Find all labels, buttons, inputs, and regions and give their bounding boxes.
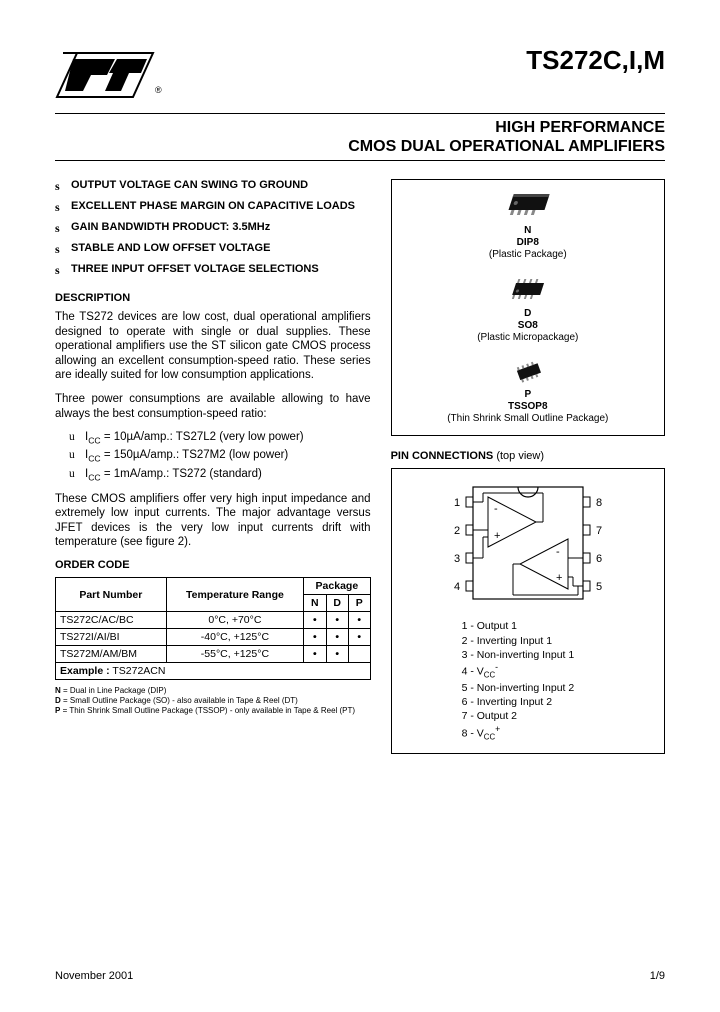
table-example-row: Example : TS272ACN [56,663,371,680]
dip8-icon [398,190,658,223]
divider [55,160,665,161]
right-column: NDIP8(Plastic Package) [391,179,665,753]
pin-diagram: - + - + 1 2 3 4 8 7 6 5 [428,479,628,609]
col-p: P [348,595,370,612]
footer-date: November 2001 [55,970,133,982]
description-para: These CMOS amplifiers offer very high in… [55,492,371,550]
col-n: N [304,595,326,612]
order-heading: ORDER CODE [55,559,371,571]
order-footnote: N = Dual in Line Package (DIP) D = Small… [55,686,371,715]
table-row: TS272M/AM/BM -55°C, +125°C • • [56,646,371,663]
spec-item: uICC = 10µA/amp.: TS27L2 (very low power… [69,431,371,445]
svg-text:7: 7 [596,525,602,537]
spec-item: uICC = 150µA/amp.: TS27M2 (low power) [69,449,371,463]
svg-text:4: 4 [454,581,460,593]
feature-list: sOUTPUT VOLTAGE CAN SWING TO GROUND sEXC… [55,179,371,278]
left-column: sOUTPUT VOLTAGE CAN SWING TO GROUND sEXC… [55,179,371,753]
svg-text:6: 6 [596,553,602,565]
feature-item: sSTABLE AND LOW OFFSET VOLTAGE [55,242,371,257]
feature-item: sGAIN BANDWIDTH PRODUCT: 3.5MHz [55,221,371,236]
feature-item: sOUTPUT VOLTAGE CAN SWING TO GROUND [55,179,371,194]
feature-item: sTHREE INPUT OFFSET VOLTAGE SELECTIONS [55,263,371,278]
pin-connections-box: - + - + 1 2 3 4 8 7 6 5 1 - Output 1 2 - Inver… [391,468,665,753]
svg-text:8: 8 [596,497,602,509]
package-box: NDIP8(Plastic Package) [391,179,665,436]
description-para: The TS272 devices are low cost, dual ope… [55,310,371,382]
col-package: Package [304,578,370,595]
spec-item: uICC = 1mA/amp.: TS272 (standard) [69,468,371,482]
subtitle: HIGH PERFORMANCE CMOS DUAL OPERATIONAL A… [55,118,665,156]
order-code-table: Part Number Temperature Range Package N … [55,577,371,680]
svg-text:5: 5 [596,581,602,593]
footer-page: 1/9 [650,970,665,982]
tssop8-icon [398,360,658,387]
package-dip8: NDIP8(Plastic Package) [398,190,658,261]
divider [55,113,665,114]
svg-text:+: + [494,530,500,542]
table-row: TS272C/AC/BC 0°C, +70°C • • • [56,612,371,629]
svg-text:1: 1 [454,497,460,509]
package-so8: DSO8(Plastic Micropackage) [398,277,658,344]
table-row: TS272I/AI/BI -40°C, +125°C • • • [56,629,371,646]
svg-text:+: + [556,572,562,584]
col-part-number: Part Number [56,578,167,612]
col-d: D [326,595,348,612]
pin-connections-heading: PIN CONNECTIONS (top view) [391,450,665,462]
svg-text:3: 3 [454,553,460,565]
description-para: Three power consumptions are available a… [55,392,371,421]
package-tssop8: PTSSOP8(Thin Shrink Small Outline Packag… [398,360,658,425]
header: ® TS272C,I,M [55,45,665,107]
spec-list: uICC = 10µA/amp.: TS27L2 (very low power… [69,431,371,482]
st-logo: ® [55,45,195,107]
so8-icon [398,277,658,306]
svg-text:2: 2 [454,525,460,537]
col-temp-range: Temperature Range [166,578,303,612]
description-heading: DESCRIPTION [55,292,371,304]
svg-text:-: - [556,546,560,558]
feature-item: sEXCELLENT PHASE MARGIN ON CAPACITIVE LO… [55,200,371,215]
page-footer: November 2001 1/9 [55,970,665,982]
svg-text:®: ® [155,85,162,95]
pin-list: 1 - Output 1 2 - Inverting Input 1 3 - N… [462,619,654,742]
svg-text:-: - [494,503,498,515]
part-title: TS272C,I,M [195,45,665,76]
